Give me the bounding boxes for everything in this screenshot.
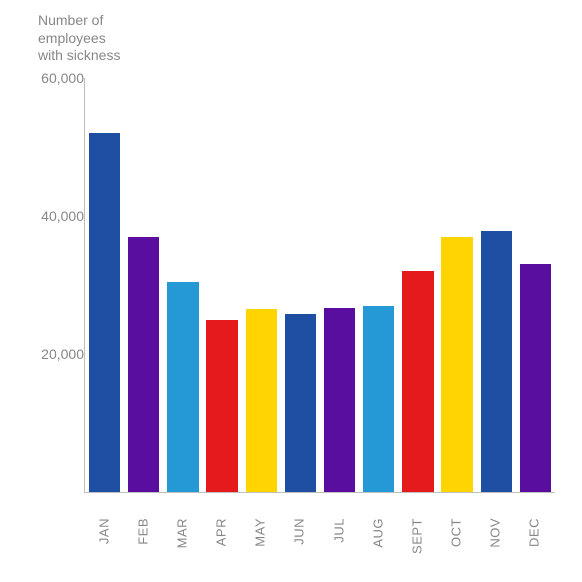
bars-layer xyxy=(85,78,555,492)
x-tick-label: AUG xyxy=(370,518,385,548)
bar-jul xyxy=(324,308,355,492)
bar-apr xyxy=(206,320,237,493)
bar-aug xyxy=(363,306,394,492)
y-tick-label: 20,000 xyxy=(0,346,84,362)
bar-jan xyxy=(89,133,120,492)
x-tick-label: OCT xyxy=(449,518,464,547)
bar-sept xyxy=(402,271,433,492)
y-tick-label: 60,000 xyxy=(0,70,84,86)
sickness-by-month-chart: Number of employees with sickness 20,000… xyxy=(0,0,582,582)
x-tick-label: APR xyxy=(214,518,229,546)
plot-area xyxy=(84,78,555,493)
x-tick-label: MAR xyxy=(174,518,189,548)
x-tick-label: MAY xyxy=(253,518,268,547)
y-axis-title: Number of employees with sickness xyxy=(38,12,120,65)
bar-oct xyxy=(441,237,472,492)
x-tick-label: JUN xyxy=(292,518,307,545)
x-tick-label: JUL xyxy=(331,518,346,543)
bar-feb xyxy=(128,237,159,492)
bar-mar xyxy=(167,282,198,492)
x-tick-label: JAN xyxy=(96,518,111,544)
x-tick-label: FEB xyxy=(135,518,150,545)
bar-may xyxy=(246,309,277,492)
y-tick-label: 40,000 xyxy=(0,208,84,224)
bar-jun xyxy=(285,314,316,492)
x-tick-label: DEC xyxy=(527,518,542,547)
x-tick-label: SEPT xyxy=(409,518,424,554)
x-tick-label: NOV xyxy=(488,518,503,548)
bar-dec xyxy=(520,264,551,492)
bar-nov xyxy=(481,231,512,492)
